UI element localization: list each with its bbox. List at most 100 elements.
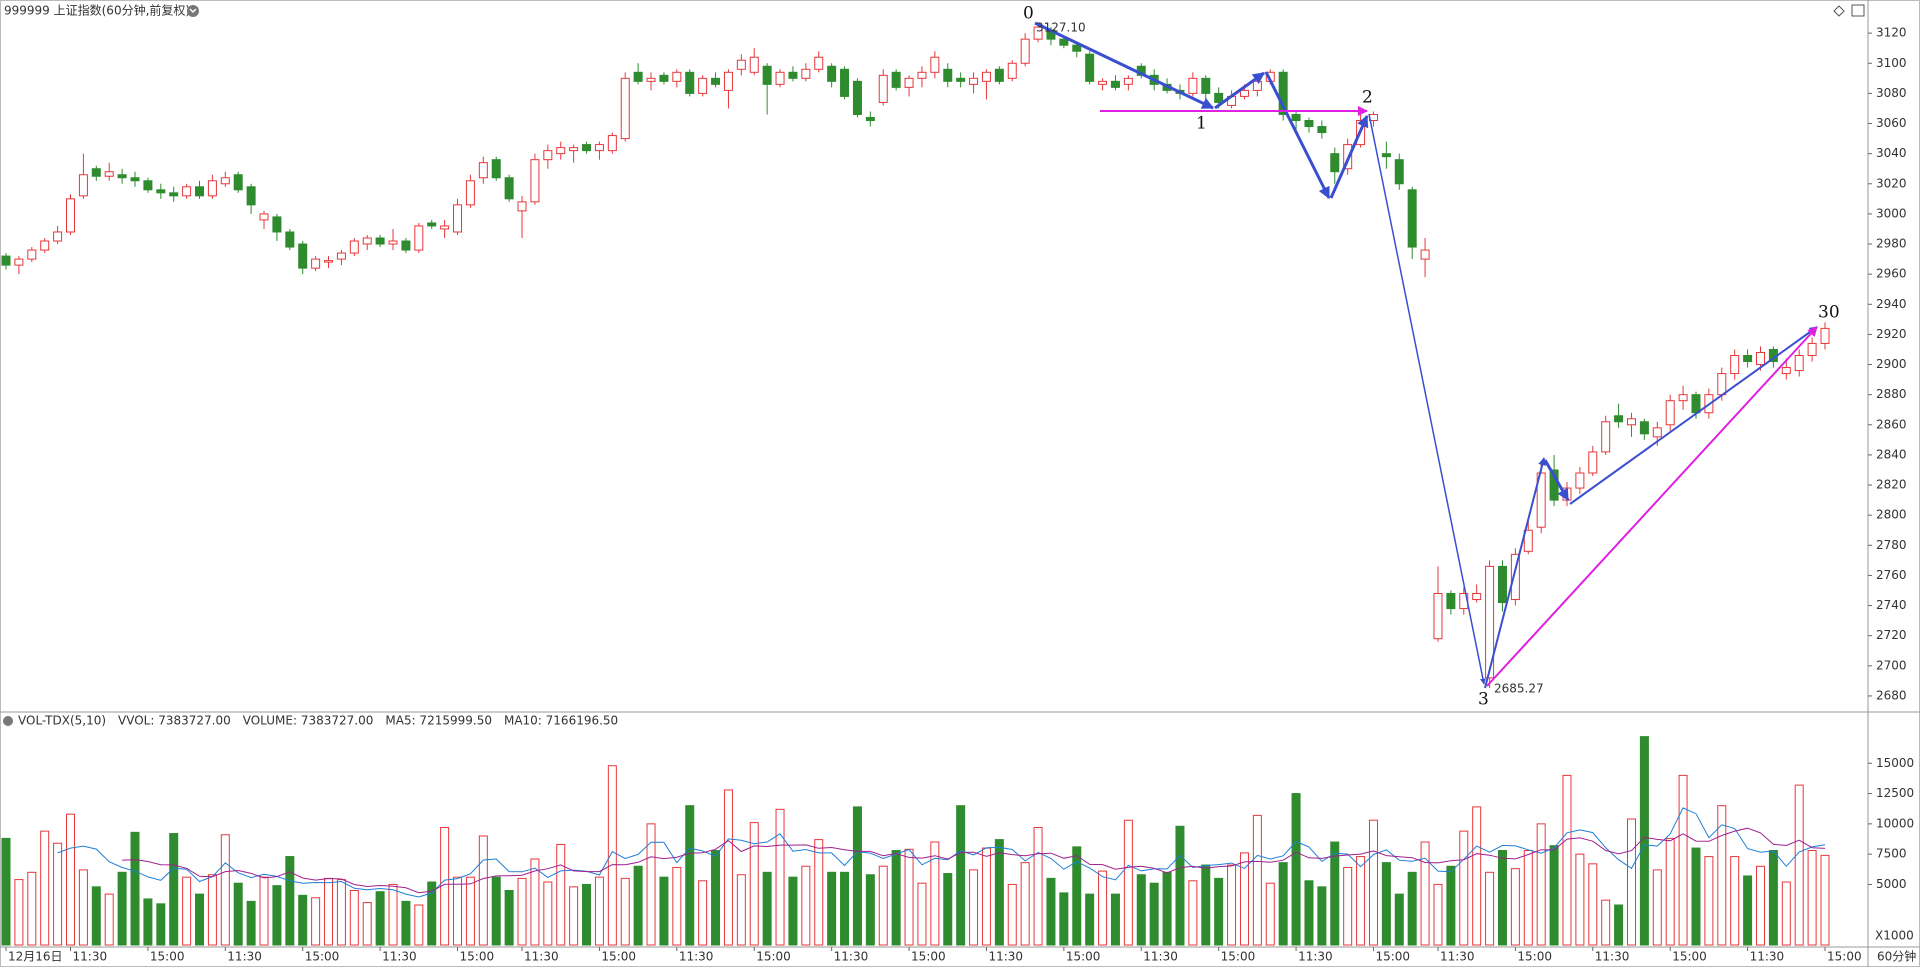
volume-bar <box>1472 806 1482 946</box>
candle-body <box>723 71 733 91</box>
candle-body <box>427 222 437 227</box>
candle-body <box>1188 77 1198 94</box>
volume-bar <box>1678 774 1688 946</box>
candle-body <box>1278 71 1288 115</box>
candle-body <box>1033 26 1043 40</box>
candle-body <box>285 231 295 248</box>
volume-bar <box>1149 882 1159 946</box>
candle-body <box>556 147 566 155</box>
y-tick-label: 3080 <box>1876 86 1907 100</box>
volume-bar <box>930 841 940 946</box>
volume-title: VOL-TDX(5,10) <box>18 714 106 728</box>
candle-body <box>582 144 592 152</box>
candle-body <box>504 177 514 200</box>
volume-bar <box>143 898 153 946</box>
volume-bar <box>27 871 37 946</box>
volume-bar <box>1755 865 1765 946</box>
volume-bar <box>1768 850 1778 946</box>
icon[interactable] <box>1851 4 1865 17</box>
volume-bar <box>1614 904 1624 946</box>
candle-body <box>517 201 527 212</box>
candle-body <box>324 260 334 263</box>
volume-bar <box>1265 882 1275 946</box>
candle-body <box>930 56 940 73</box>
volume-bar <box>1227 864 1237 946</box>
volume-bar <box>1136 874 1146 946</box>
candle-body <box>633 71 643 82</box>
volume-bar <box>1020 862 1030 946</box>
candle-body <box>620 77 630 140</box>
x-tick-label: 15:00 <box>150 950 185 964</box>
candle-body <box>659 74 669 82</box>
candle-body <box>1485 565 1495 679</box>
icon[interactable] <box>1833 5 1845 17</box>
x-tick-label: 11:30 <box>834 950 869 964</box>
legend-entry: VVOL: 7383727.00 <box>118 714 231 728</box>
x-tick-label: 15:00 <box>756 950 791 964</box>
candle-body <box>414 225 424 251</box>
candle-body <box>1330 153 1340 173</box>
volume-bar <box>1781 881 1791 946</box>
volume-bar <box>182 876 192 946</box>
candle-body <box>1820 327 1830 344</box>
volume-bar <box>207 874 217 946</box>
y-tick-label: 2760 <box>1876 568 1907 582</box>
y-tick-label: 7500 <box>1876 847 1907 861</box>
volume-bar <box>14 879 24 946</box>
candle-body <box>1497 565 1507 604</box>
trend-line <box>1486 326 1818 687</box>
wave-label: 0 <box>1023 4 1034 24</box>
y-tick-label: 2860 <box>1876 417 1907 431</box>
wave-line <box>1543 459 1570 502</box>
candle-body <box>607 135 617 152</box>
volume-bar <box>865 874 875 946</box>
legend-entry: VOLUME: 7383727.00 <box>243 714 374 728</box>
volume-bar <box>943 873 953 946</box>
candle-body <box>749 56 759 73</box>
candle-body <box>478 162 488 179</box>
volume-bar <box>298 894 308 946</box>
moving-average-line <box>122 827 1826 894</box>
candle-body <box>246 186 256 206</box>
y-tick-label: 2800 <box>1876 508 1907 522</box>
candle-body <box>530 159 540 203</box>
candle-body <box>994 68 1004 82</box>
candle-body <box>543 150 553 161</box>
volume-bar <box>272 885 282 946</box>
volume-bar <box>749 822 759 946</box>
volume-bar <box>917 882 927 946</box>
candle-body <box>956 77 966 82</box>
volume-bar <box>969 869 979 946</box>
candle-body <box>14 258 24 266</box>
y-tick-label: 5000 <box>1876 877 1907 891</box>
volume-bar <box>491 876 501 946</box>
candle-body <box>672 71 682 82</box>
candle-body <box>1123 77 1133 85</box>
volume-bar <box>1485 871 1495 946</box>
volume-bar <box>1575 853 1585 946</box>
candle-body <box>388 240 398 245</box>
candle-body <box>698 77 708 94</box>
volume-bar <box>324 877 334 946</box>
volume-bar <box>1665 837 1675 946</box>
candle-body <box>311 258 321 269</box>
dropdown-icon[interactable] <box>3 716 13 726</box>
volume-bar <box>156 903 166 946</box>
volume-bar <box>246 900 256 946</box>
candle-body <box>1743 355 1753 363</box>
dropdown-chevron <box>189 8 197 14</box>
x-tick-label: 12月16日 <box>8 950 63 964</box>
candle-body <box>1575 472 1585 489</box>
volume-bar <box>1123 819 1133 946</box>
volume-bar <box>775 808 785 946</box>
volume-bar <box>1433 883 1443 946</box>
candle-body <box>117 174 127 179</box>
candle-body <box>736 59 746 70</box>
volume-bar <box>1730 856 1740 946</box>
volume-bar <box>40 830 50 946</box>
volume-bar <box>1304 880 1314 946</box>
volume-bar <box>401 900 411 946</box>
volume-bar <box>891 850 901 946</box>
candle-body <box>1007 62 1017 79</box>
volume-bar <box>1278 862 1288 946</box>
